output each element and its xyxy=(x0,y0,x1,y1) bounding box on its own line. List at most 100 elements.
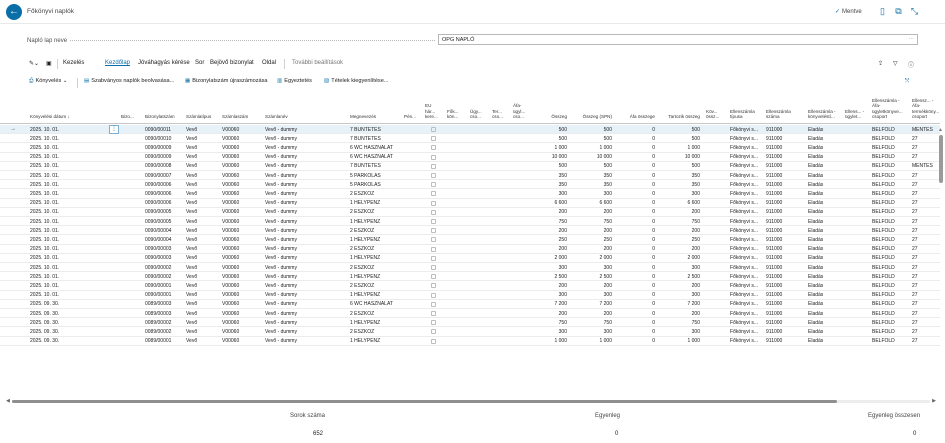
cell-bprod[interactable]: 27 xyxy=(912,292,918,299)
cell-amt[interactable]: 200 xyxy=(558,310,567,317)
cell-name[interactable]: Vevő - dummy xyxy=(265,328,297,335)
scroll-thumb[interactable] xyxy=(12,400,837,403)
cell-type[interactable]: Vevő xyxy=(186,255,198,262)
col-header-prod-group[interactable]: Ter... cso... xyxy=(492,108,503,120)
cell-doc[interactable]: 0090/00005 xyxy=(145,218,172,225)
cell-bno[interactable]: 911000 xyxy=(766,310,783,317)
cell-vat[interactable]: 0 xyxy=(652,227,655,234)
cell-bt[interactable]: Főkönyvi s... xyxy=(730,292,759,299)
cell-amt_spn[interactable]: 2 500 xyxy=(599,273,612,280)
standard-journal-button[interactable]: ▤ Szabványos naplók beolvasása... xyxy=(84,78,174,84)
cell-bprod[interactable]: 27 xyxy=(912,236,918,243)
cell-bt[interactable]: Főkönyvi s... xyxy=(730,135,759,142)
cell-bno[interactable]: 911000 xyxy=(766,301,783,308)
eu-triangulation-checkbox[interactable] xyxy=(431,163,436,169)
cell-date[interactable]: 2025. 10. 01. xyxy=(30,282,60,289)
cell-bu[interactable]: BELFÖLD xyxy=(872,338,895,345)
cell-type[interactable]: Vevő xyxy=(186,135,198,142)
cell-bprod[interactable]: MENTES xyxy=(912,126,933,133)
cell-debit[interactable]: 10 000 xyxy=(684,154,700,161)
cell-name[interactable]: Vevő - dummy xyxy=(265,181,297,188)
cell-amt_spn[interactable]: 500 xyxy=(603,163,612,170)
cell-acc[interactable]: V00060 xyxy=(222,218,240,225)
cell-doc[interactable]: 0089/00001 xyxy=(145,338,172,345)
eu-triangulation-checkbox[interactable] xyxy=(431,265,436,270)
eu-triangulation-checkbox[interactable] xyxy=(431,338,436,344)
cell-amt_spn[interactable]: 750 xyxy=(603,218,612,225)
eu-triangulation-checkbox[interactable] xyxy=(431,329,436,335)
cell-name[interactable]: Vevő - dummy xyxy=(265,246,297,253)
cell-bprod[interactable]: 27 xyxy=(912,227,918,234)
col-header-doc-type[interactable]: Bizo... xyxy=(121,114,134,120)
col-header-vat-bus[interactable]: Áfa-ügyl... cso... xyxy=(513,103,526,120)
cell-bu[interactable]: BELFÖLD xyxy=(872,246,895,253)
cell-type[interactable]: Vevő xyxy=(186,273,198,280)
table-row[interactable]: 2025. 10. 01. 0090/00003 Vevő V00060 Vevő - … xyxy=(0,254,940,263)
cell-vat[interactable]: 0 xyxy=(652,218,655,225)
table-row[interactable]: 2025. 10. 01. 0090/00008 Vevő V00060 Vevő - … xyxy=(0,162,940,171)
cell-type[interactable]: Vevő xyxy=(186,282,198,289)
cell-doc[interactable]: 0090/00005 xyxy=(145,209,172,216)
eu-triangulation-checkbox[interactable] xyxy=(431,200,436,206)
back-arrow-icon[interactable]: ← xyxy=(6,4,22,20)
tab-sor[interactable]: Sor xyxy=(195,60,205,66)
cell-bprod[interactable]: 27 xyxy=(912,154,918,161)
cell-debit[interactable]: 300 xyxy=(691,328,700,335)
cell-bt[interactable]: Főkönyvi s... xyxy=(730,301,759,308)
cell-acc[interactable]: V00060 xyxy=(222,144,240,151)
eu-triangulation-checkbox[interactable] xyxy=(431,283,436,289)
cell-vat[interactable]: 0 xyxy=(652,181,655,188)
cell-bno[interactable]: 911000 xyxy=(766,190,783,197)
cell-vat[interactable]: 0 xyxy=(652,264,655,271)
cell-bt[interactable]: Főkönyvi s... xyxy=(730,172,759,179)
cell-bp[interactable]: Eladás xyxy=(808,200,824,207)
cell-bno[interactable]: 911000 xyxy=(766,246,783,253)
cell-date[interactable]: 2025. 10. 01. xyxy=(30,264,60,271)
cell-amt[interactable]: 350 xyxy=(558,172,567,179)
cell-amt[interactable]: 300 xyxy=(558,328,567,335)
cell-name[interactable]: Vevő - dummy xyxy=(265,301,297,308)
cell-desc[interactable]: 2 ESZKÖZ xyxy=(350,328,375,335)
cell-amt[interactable]: 300 xyxy=(558,190,567,197)
cell-name[interactable]: Vevő - dummy xyxy=(265,135,297,142)
cell-acc[interactable]: V00060 xyxy=(222,246,240,253)
table-row[interactable]: 2025. 10. 01. 0090/00009 Vevő V00060 Vevő - … xyxy=(0,153,940,162)
cell-debit[interactable]: 200 xyxy=(691,227,700,234)
cell-name[interactable]: Vevő - dummy xyxy=(265,200,297,207)
cell-desc[interactable]: 2 ESZKÖZ xyxy=(350,264,375,271)
cell-bt[interactable]: Főkönyvi s... xyxy=(730,126,759,133)
cell-debit[interactable]: 500 xyxy=(691,163,700,170)
cell-date[interactable]: 2025. 10. 01. xyxy=(30,190,60,197)
reconcile-button[interactable]: ▥ Egyeztetés xyxy=(277,78,312,84)
cell-date[interactable]: 2025. 10. 01. xyxy=(30,227,60,234)
cell-type[interactable]: Vevő xyxy=(186,292,198,299)
col-header-bal-type[interactable]: Ellenszámla típusa xyxy=(730,108,755,120)
cell-bp[interactable]: Eladás xyxy=(808,181,824,188)
cell-bno[interactable]: 911000 xyxy=(766,319,783,326)
cell-bp[interactable]: Eladás xyxy=(808,328,824,335)
cell-desc[interactable]: 2 ESZKÖZ xyxy=(350,282,375,289)
cell-bprod[interactable]: 27 xyxy=(912,209,918,216)
cell-debit[interactable]: 500 xyxy=(691,135,700,142)
eu-triangulation-checkbox[interactable] xyxy=(431,246,436,252)
cell-bprod[interactable]: 27 xyxy=(912,200,918,207)
cell-name[interactable]: Vevő - dummy xyxy=(265,236,297,243)
cell-name[interactable]: Vevő - dummy xyxy=(265,255,297,262)
cell-desc[interactable]: 1 HELYPÉNZ xyxy=(350,338,381,345)
cell-vat[interactable]: 0 xyxy=(652,200,655,207)
cell-bp[interactable]: Eladás xyxy=(808,264,824,271)
table-row[interactable]: 2025. 10. 01. 0090/00009 Vevő V00060 Vevő - … xyxy=(0,143,940,153)
cell-bno[interactable]: 911000 xyxy=(766,209,783,216)
more-options-icon[interactable]: ··· xyxy=(908,36,915,42)
table-row[interactable]: 2025. 10. 01. 0090/00010 Vevő V00060 Vevő - … xyxy=(0,134,940,144)
table-row[interactable]: 2025. 10. 01. 0090/00006 Vevő V00060 Vevő - … xyxy=(0,189,940,199)
cell-acc[interactable]: V00060 xyxy=(222,190,240,197)
col-header-doc-no[interactable]: Bizonylatszám xyxy=(145,114,175,120)
new-document-icon[interactable]: ▣ xyxy=(46,61,52,67)
cell-bno[interactable]: 911000 xyxy=(766,163,783,170)
cell-bu[interactable]: BELFÖLD xyxy=(872,328,895,335)
cell-bu[interactable]: BELFÖLD xyxy=(872,319,895,326)
col-header-debit[interactable]: Tartozik összeg xyxy=(668,114,700,120)
cell-doc[interactable]: 0090/00001 xyxy=(145,292,172,299)
cell-acc[interactable]: V00060 xyxy=(222,273,240,280)
